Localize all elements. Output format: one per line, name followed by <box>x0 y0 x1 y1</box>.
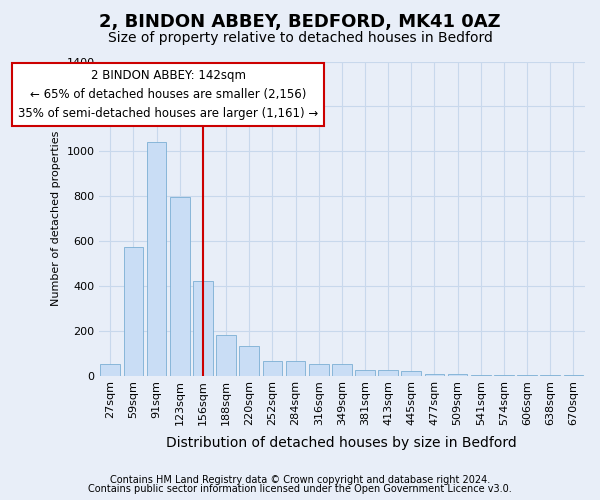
Text: Contains HM Land Registry data © Crown copyright and database right 2024.: Contains HM Land Registry data © Crown c… <box>110 475 490 485</box>
Bar <box>425 374 445 376</box>
Bar <box>355 370 375 376</box>
Bar <box>471 375 491 376</box>
Bar <box>100 364 120 376</box>
X-axis label: Distribution of detached houses by size in Bedford: Distribution of detached houses by size … <box>166 436 517 450</box>
Bar <box>401 371 421 376</box>
Bar <box>332 364 352 376</box>
Bar <box>286 361 305 376</box>
Bar <box>263 361 282 376</box>
Y-axis label: Number of detached properties: Number of detached properties <box>51 131 61 306</box>
Bar <box>124 246 143 376</box>
Text: 2 BINDON ABBEY: 142sqm
← 65% of detached houses are smaller (2,156)
35% of semi-: 2 BINDON ABBEY: 142sqm ← 65% of detached… <box>18 70 318 120</box>
Bar <box>239 346 259 376</box>
Bar <box>147 142 166 376</box>
Bar <box>309 364 329 376</box>
Bar <box>379 370 398 376</box>
Text: Size of property relative to detached houses in Bedford: Size of property relative to detached ho… <box>107 31 493 45</box>
Bar <box>216 335 236 376</box>
Bar <box>448 374 467 376</box>
Text: Contains public sector information licensed under the Open Government Licence v3: Contains public sector information licen… <box>88 484 512 494</box>
Text: 2, BINDON ABBEY, BEDFORD, MK41 0AZ: 2, BINDON ABBEY, BEDFORD, MK41 0AZ <box>99 12 501 30</box>
Bar <box>170 197 190 376</box>
Bar <box>193 282 213 376</box>
